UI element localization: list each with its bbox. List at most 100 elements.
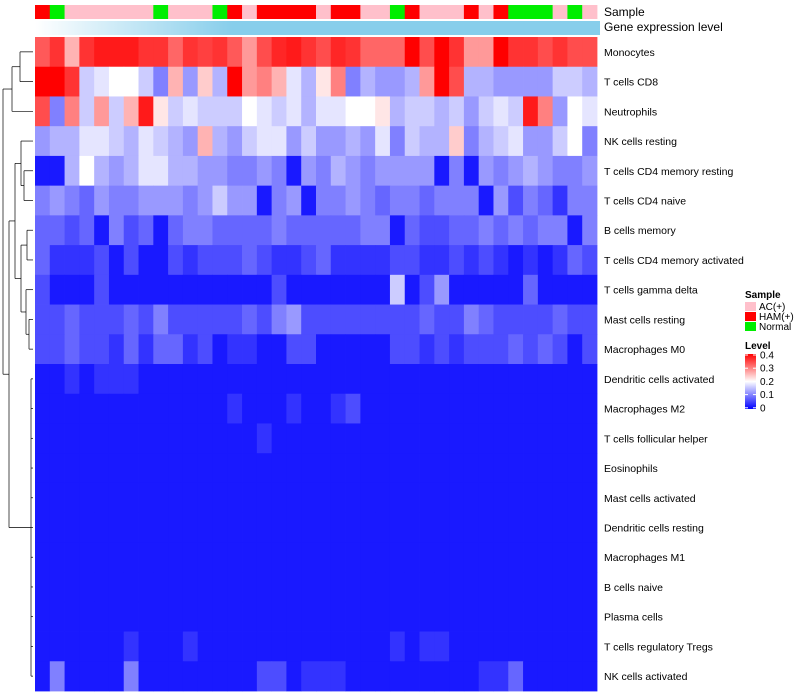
heatmap-cell — [227, 601, 243, 632]
heatmap-cell — [79, 601, 95, 632]
heatmap-cell — [138, 304, 154, 335]
heatmap-cell — [168, 66, 184, 97]
heatmap-cell — [35, 661, 51, 692]
heatmap-cell — [478, 66, 494, 97]
sample-annotation-cell — [419, 5, 435, 19]
heatmap-cell — [389, 453, 406, 484]
heatmap-cell — [508, 185, 524, 216]
heatmap-cell — [301, 126, 317, 157]
heatmap-cell — [463, 631, 480, 662]
sample-annotation-cell — [227, 5, 243, 19]
sample-annotation-cell — [316, 5, 332, 19]
heatmap-cell — [94, 245, 110, 276]
heatmap-cell — [345, 542, 361, 573]
heatmap-cell — [375, 512, 391, 543]
heatmap-cell — [389, 364, 406, 395]
heatmap-cell — [404, 631, 420, 662]
heatmap-cell — [419, 96, 435, 127]
heatmap-cell — [153, 126, 169, 157]
heatmap-cell — [49, 185, 65, 216]
heatmap-cell — [286, 364, 302, 395]
heatmap-cell — [508, 96, 524, 127]
heatmap-cell — [449, 631, 465, 662]
heatmap-cell — [375, 631, 391, 662]
heatmap-cell — [168, 661, 184, 692]
heatmap-cell — [375, 661, 391, 692]
heatmap-cell — [389, 185, 406, 216]
heatmap-cell — [138, 245, 154, 276]
heatmap-cell — [389, 542, 406, 573]
heatmap-cell — [567, 66, 583, 97]
heatmap-cell — [316, 512, 332, 543]
heatmap-cell — [197, 542, 213, 573]
legend-swatch — [745, 302, 756, 311]
heatmap-cell — [537, 482, 554, 514]
heatmap-cell — [212, 126, 228, 157]
heatmap-cell — [567, 482, 583, 514]
heatmap-cell — [49, 274, 65, 305]
heatmap-cell — [256, 37, 273, 68]
heatmap-cell — [493, 245, 509, 276]
heatmap-cell — [182, 601, 199, 632]
heatmap-cell — [227, 542, 243, 573]
heatmap-cell — [449, 393, 465, 424]
heatmap-cell — [123, 482, 139, 514]
row-label: Macrophages M0 — [604, 344, 685, 356]
heatmap-cell — [316, 155, 332, 187]
heatmap-cell — [182, 126, 199, 157]
sample-annotation-cell — [449, 5, 465, 19]
heatmap-cell — [375, 572, 391, 603]
heatmap-cell — [212, 631, 228, 662]
heatmap-cell — [301, 364, 317, 395]
heatmap-cell — [434, 274, 450, 305]
heatmap-cell — [197, 66, 213, 97]
heatmap-cell — [49, 66, 65, 97]
heatmap-cell — [212, 185, 228, 216]
heatmap-cell — [463, 126, 480, 157]
heatmap-cell — [94, 393, 110, 424]
heatmap-cell — [79, 66, 95, 97]
heatmap-cell — [478, 423, 494, 454]
heatmap-cell — [153, 245, 169, 276]
heatmap-cell — [360, 334, 376, 365]
heatmap-cell — [138, 126, 154, 157]
heatmap-cell — [79, 126, 95, 157]
heatmap-cell — [582, 661, 598, 692]
heatmap-cell — [242, 245, 258, 276]
heatmap-cell — [552, 155, 568, 187]
heatmap-cell — [212, 364, 228, 395]
heatmap-cell — [182, 185, 199, 216]
heatmap-cell — [79, 245, 95, 276]
heatmap-cell — [138, 631, 154, 662]
heatmap-cell — [286, 334, 302, 365]
heatmap-cell — [419, 393, 435, 424]
sample-annotation-cell — [582, 5, 598, 19]
row-label: T cells follicular helper — [604, 433, 708, 445]
heatmap-cell — [316, 37, 332, 68]
heatmap-cell — [582, 334, 598, 365]
heatmap-cell — [123, 185, 139, 216]
heatmap-cell — [197, 245, 213, 276]
heatmap-cell — [567, 423, 583, 454]
heatmap-cell — [227, 423, 243, 454]
heatmap-cell — [493, 215, 509, 246]
heatmap-cell — [449, 453, 465, 484]
heatmap-cell — [79, 96, 95, 127]
heatmap-cell — [286, 542, 302, 573]
heatmap-cell — [168, 572, 184, 603]
heatmap-cell — [389, 482, 406, 514]
heatmap-cell — [79, 215, 95, 246]
heatmap-cell — [153, 364, 169, 395]
heatmap-cell — [64, 274, 80, 305]
heatmap-cell — [404, 334, 420, 365]
heatmap-cell — [389, 572, 406, 603]
heatmap-cell — [301, 96, 317, 127]
heatmap-cell — [123, 66, 139, 97]
heatmap-cell — [94, 482, 110, 514]
heatmap-cell — [508, 631, 524, 662]
heatmap-cell — [94, 423, 110, 454]
heatmap-cell — [108, 393, 125, 424]
heatmap-cell — [419, 423, 435, 454]
heatmap-cell — [493, 453, 509, 484]
heatmap-cell — [108, 542, 125, 573]
